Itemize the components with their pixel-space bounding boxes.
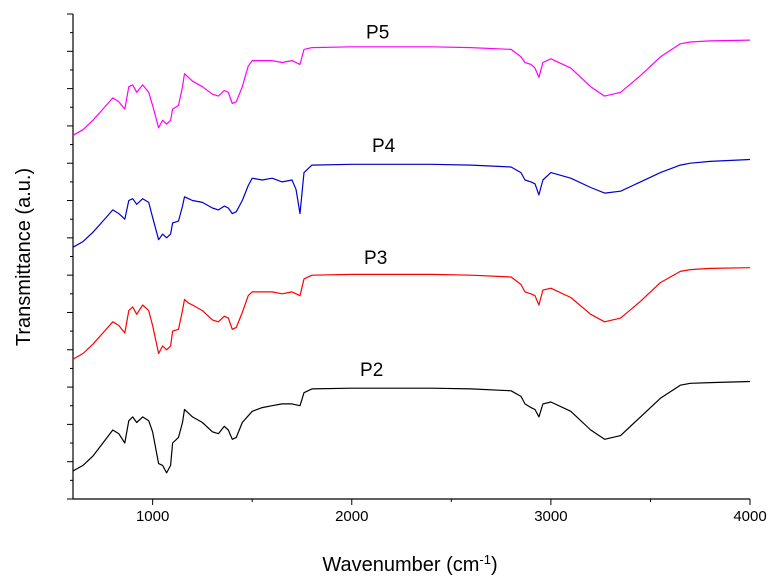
y-axis-title: Transmittance (a.u.) <box>13 168 35 346</box>
series-line-p4 <box>72 158 751 248</box>
series-label-p5: P5 <box>366 22 389 43</box>
series-label-p3: P3 <box>364 248 387 269</box>
series-label-p4: P4 <box>372 136 396 157</box>
series-label-p2: P2 <box>360 360 383 381</box>
x-tick-label: 4000 <box>733 508 766 525</box>
series-annotations: P5 P4 P3 P2 <box>360 22 396 381</box>
x-tick-label: 3000 <box>534 508 567 525</box>
x-tick-label: 2000 <box>335 508 368 525</box>
series-lines <box>72 39 751 474</box>
series-line-p2 <box>72 380 751 474</box>
x-axis-title: Wavenumber (cm-1) <box>322 552 497 577</box>
axes: 1000 2000 3000 4000 <box>67 13 767 525</box>
series-line-p3 <box>72 267 751 360</box>
x-tick-label: 1000 <box>136 508 169 525</box>
series-line-p5 <box>72 39 751 136</box>
